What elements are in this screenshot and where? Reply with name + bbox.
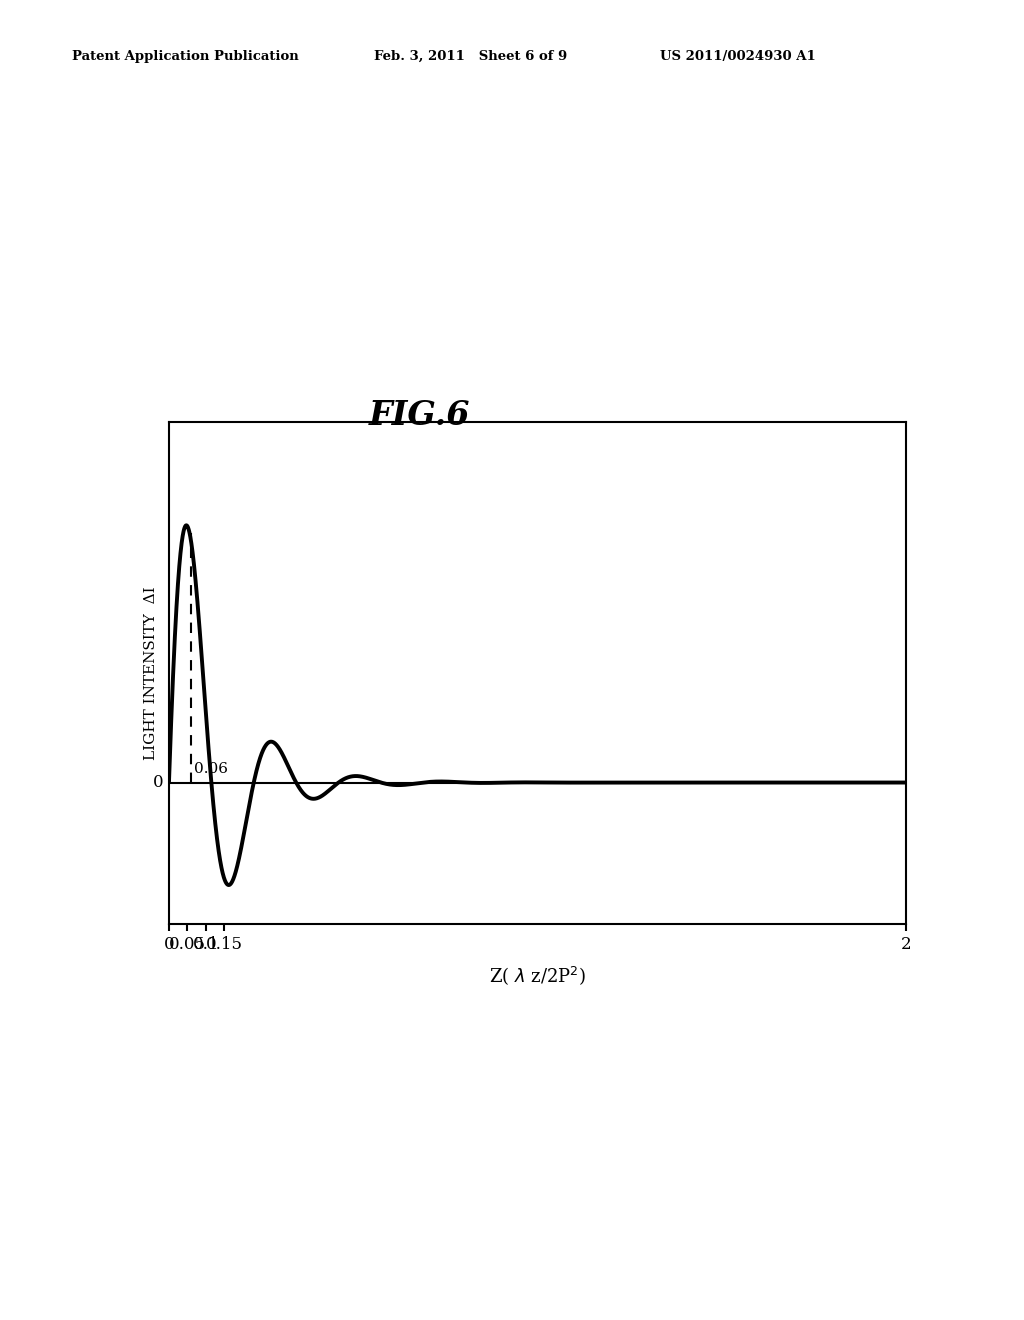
Text: 0: 0 [153,774,164,791]
Text: Feb. 3, 2011   Sheet 6 of 9: Feb. 3, 2011 Sheet 6 of 9 [374,50,567,63]
Text: Patent Application Publication: Patent Application Publication [72,50,298,63]
Text: US 2011/0024930 A1: US 2011/0024930 A1 [660,50,816,63]
Text: FIG.6: FIG.6 [369,399,471,433]
X-axis label: Z( $\lambda$ z/2P$^2$): Z( $\lambda$ z/2P$^2$) [489,964,586,987]
Text: 0.06: 0.06 [194,762,228,776]
Y-axis label: LIGHT INTENSITY  ΔI: LIGHT INTENSITY ΔI [143,586,158,760]
